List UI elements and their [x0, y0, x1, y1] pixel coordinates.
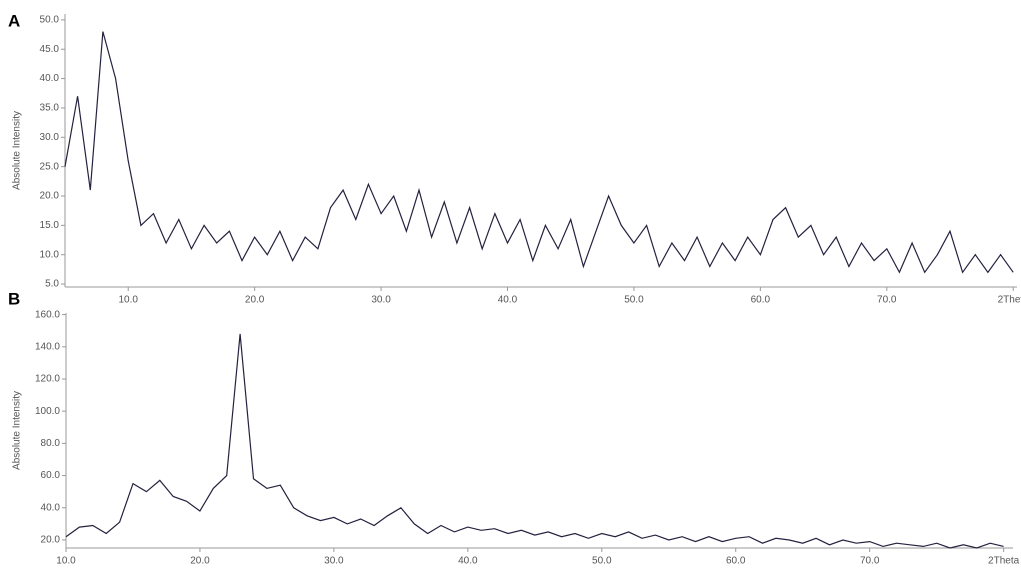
x-tick-label: 2Theta	[998, 295, 1021, 306]
x-tick-label: 30.0	[324, 556, 344, 567]
y-tick-label: 100.0	[35, 406, 60, 417]
x-tick-label: 40.0	[458, 556, 478, 567]
x-tick-label: 20.0	[245, 295, 265, 306]
panel-label: A	[8, 11, 20, 30]
y-tick-label: 140.0	[35, 341, 60, 352]
y-tick-label: 160.0	[35, 309, 60, 320]
y-tick-label: 15.0	[40, 220, 60, 231]
y-tick-label: 40.0	[41, 502, 61, 513]
x-tick-label: 50.0	[624, 295, 644, 306]
data-line	[64, 31, 1014, 274]
x-tick-label: 70.0	[877, 295, 897, 306]
x-tick-label: 50.0	[592, 556, 612, 567]
x-tick-label: 30.0	[371, 295, 391, 306]
y-axis-label: Absolute Intensity	[12, 391, 23, 470]
data-line	[65, 333, 1004, 549]
y-tick-label: 10.0	[40, 249, 60, 260]
y-tick-label: 45.0	[40, 44, 60, 55]
x-tick-label: 10.0	[118, 295, 138, 306]
y-axis-label: Absolute Intensity	[12, 111, 23, 190]
y-tick-label: 30.0	[40, 132, 60, 143]
y-tick-label: 5.0	[45, 279, 59, 290]
y-tick-label: 80.0	[41, 438, 61, 449]
y-tick-label: 60.0	[41, 470, 61, 481]
x-tick-label: 20.0	[190, 556, 210, 567]
y-tick-label: 35.0	[40, 103, 60, 114]
y-tick-label: 50.0	[40, 15, 60, 26]
y-tick-label: 25.0	[40, 161, 60, 172]
x-tick-label: 2Theta	[988, 556, 1020, 567]
y-tick-label: 20.0	[40, 191, 60, 202]
panel-label: B	[8, 289, 20, 308]
y-tick-label: 20.0	[41, 535, 61, 546]
x-tick-label: 70.0	[860, 556, 880, 567]
x-tick-label: 10.0	[56, 556, 76, 567]
x-tick-label: 40.0	[498, 295, 518, 306]
x-tick-label: 60.0	[751, 295, 771, 306]
y-tick-label: 40.0	[40, 73, 60, 84]
y-tick-label: 120.0	[35, 374, 60, 385]
x-tick-label: 60.0	[726, 556, 746, 567]
